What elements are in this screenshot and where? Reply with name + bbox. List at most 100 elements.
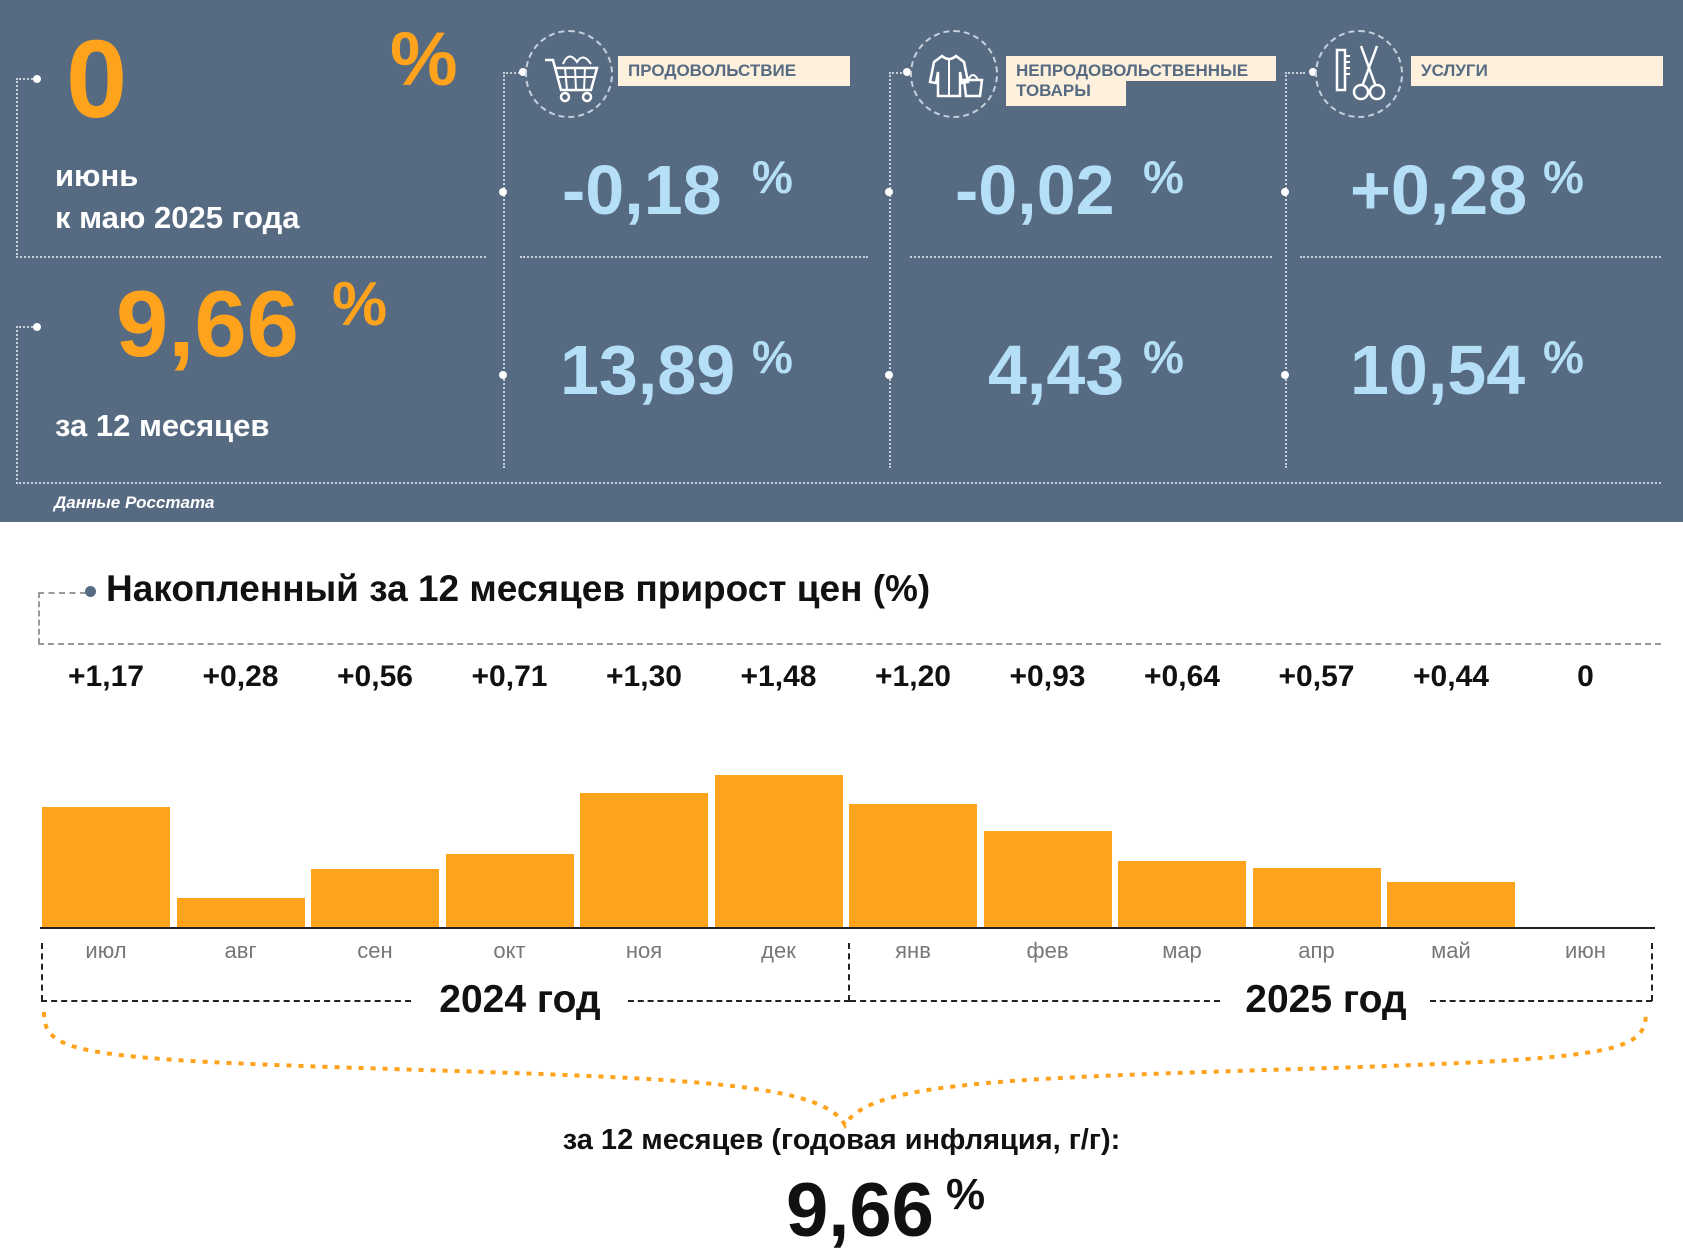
frame-line xyxy=(1285,72,1305,74)
bar-янв xyxy=(849,804,977,927)
bar-фев xyxy=(983,831,1112,927)
year-group-label: 2024 год xyxy=(439,978,601,1021)
bullet-dot xyxy=(33,323,41,331)
frame-line xyxy=(503,72,505,468)
category-pct: % xyxy=(1543,151,1584,203)
year-group-label: 2025 год xyxy=(1245,978,1407,1021)
month-label: ноя xyxy=(625,938,663,963)
frame-line xyxy=(889,72,909,74)
clothing-bag-icon xyxy=(910,30,998,118)
shopping-cart-icon xyxy=(525,30,613,118)
month-label: окт xyxy=(493,938,526,963)
year-label: за 12 месяцев xyxy=(55,408,270,443)
month-label: сен xyxy=(357,938,393,963)
frame-line xyxy=(848,943,850,1001)
value-label: 0 xyxy=(1577,660,1594,693)
bullet-dot xyxy=(885,188,893,196)
bullet-dot xyxy=(1281,371,1289,379)
bullet-dot xyxy=(499,371,507,379)
frame-line xyxy=(1430,1000,1652,1002)
frame-line xyxy=(520,256,868,258)
frame-line xyxy=(16,256,486,258)
frame-line xyxy=(16,482,1661,484)
value-label: +0,44 xyxy=(1413,660,1489,693)
value-label: +1,48 xyxy=(740,660,817,693)
month-label: апр xyxy=(1298,938,1335,963)
frame-line xyxy=(628,1000,850,1002)
category-year-value: 10,54 xyxy=(1350,331,1526,409)
year-value: 9,66 xyxy=(116,271,299,376)
bar-авг xyxy=(176,898,305,927)
frame-line xyxy=(41,943,43,1001)
category-month-value: -0,18 xyxy=(562,151,722,229)
x-axis xyxy=(40,927,1655,929)
bullet-dot xyxy=(1309,68,1317,76)
month-label: авг xyxy=(224,938,257,963)
frame-line xyxy=(41,1000,411,1002)
month-label: май xyxy=(1431,938,1471,963)
frame-line xyxy=(850,1000,1220,1002)
chart-title: Накопленный за 12 месяцев прирост цен (%… xyxy=(106,568,931,609)
value-label: +0,56 xyxy=(337,660,413,693)
category-month-value: +0,28 xyxy=(1350,151,1528,229)
month-label: июн xyxy=(1565,938,1606,963)
bullet-dot xyxy=(519,68,527,76)
frame-line xyxy=(16,78,18,258)
value-label: +0,28 xyxy=(202,660,279,693)
scissors-comb-icon xyxy=(1315,30,1403,118)
category-label: НЕПРОДОВОЛЬСТВЕННЫЕ xyxy=(1006,56,1276,81)
frame-line xyxy=(503,72,523,74)
bar-мар xyxy=(1118,861,1246,927)
value-label: +0,93 xyxy=(1009,660,1086,693)
bullet-dot xyxy=(885,371,893,379)
bullet-dot xyxy=(85,586,96,597)
footer-pct: % xyxy=(946,1170,986,1219)
bullet-dot xyxy=(903,68,911,76)
frame-line xyxy=(1651,943,1653,1001)
brace xyxy=(42,1011,1648,1130)
bar-окт xyxy=(445,854,574,927)
month-value: 0 xyxy=(66,18,128,141)
value-label: +0,64 xyxy=(1144,660,1220,693)
footer-label: за 12 месяцев (годовая инфляция, г/г): xyxy=(562,1124,1121,1156)
category-label: ТОВАРЫ xyxy=(1006,81,1126,106)
value-label: +0,71 xyxy=(471,660,548,693)
bar-ноя xyxy=(580,793,708,927)
bar-дек xyxy=(714,775,843,927)
frame-line xyxy=(1285,72,1287,468)
month-label: мар xyxy=(1162,938,1202,963)
frame-line xyxy=(38,643,1661,645)
category-year-value: 4,43 xyxy=(988,331,1125,409)
frame-line xyxy=(16,326,18,484)
bar-сен xyxy=(311,869,439,927)
value-label: +0,57 xyxy=(1278,660,1355,693)
value-label: +1,20 xyxy=(875,660,951,693)
summary-panel: 0 % июнь к маю 2025 года 9,66 % за 12 ме… xyxy=(0,0,1683,522)
month-label: янв xyxy=(895,938,931,963)
month-label: июл xyxy=(85,938,127,963)
frame-line xyxy=(910,256,1272,258)
category-pct: % xyxy=(1143,331,1184,383)
month-label: июнь xyxy=(55,158,139,193)
category-pct: % xyxy=(1143,151,1184,203)
footer-value: 9,66 xyxy=(786,1168,934,1253)
frame-line xyxy=(38,592,86,594)
frame-line xyxy=(889,72,891,468)
bullet-dot xyxy=(33,75,41,83)
month-label: к маю 2025 года xyxy=(55,200,300,235)
year-pct: % xyxy=(332,270,388,339)
frame-line xyxy=(16,326,36,328)
source-note: Данные Росстата xyxy=(54,493,215,512)
category-pct: % xyxy=(752,151,793,203)
category-year-value: 13,89 xyxy=(560,331,736,409)
frame-line xyxy=(38,592,40,644)
frame-line xyxy=(1300,256,1661,258)
category-label: ПРОДОВОЛЬСТВИЕ xyxy=(618,56,850,86)
bullet-dot xyxy=(499,188,507,196)
month-label: дек xyxy=(761,938,796,963)
month-pct: % xyxy=(390,17,458,102)
value-label: +1,17 xyxy=(68,660,144,693)
month-label: фев xyxy=(1026,938,1069,963)
bar-июл xyxy=(42,807,170,927)
value-label: +1,30 xyxy=(606,660,682,693)
